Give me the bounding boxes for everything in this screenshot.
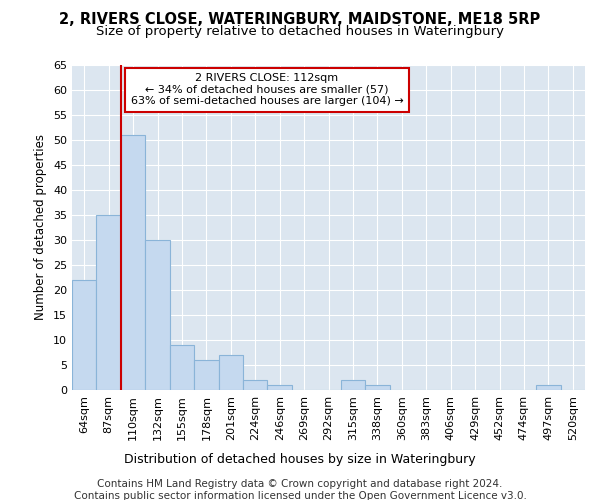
Bar <box>170 345 194 390</box>
Bar <box>121 135 145 390</box>
Bar <box>243 380 268 390</box>
Text: Contains HM Land Registry data © Crown copyright and database right 2024.: Contains HM Land Registry data © Crown c… <box>97 479 503 489</box>
Bar <box>341 380 365 390</box>
Bar <box>268 385 292 390</box>
Bar <box>194 360 218 390</box>
Bar <box>218 355 243 390</box>
Bar <box>97 215 121 390</box>
Bar <box>145 240 170 390</box>
Text: Size of property relative to detached houses in Wateringbury: Size of property relative to detached ho… <box>96 25 504 38</box>
Bar <box>365 385 389 390</box>
Y-axis label: Number of detached properties: Number of detached properties <box>34 134 47 320</box>
Text: Distribution of detached houses by size in Wateringbury: Distribution of detached houses by size … <box>124 452 476 466</box>
Bar <box>536 385 560 390</box>
Text: 2, RIVERS CLOSE, WATERINGBURY, MAIDSTONE, ME18 5RP: 2, RIVERS CLOSE, WATERINGBURY, MAIDSTONE… <box>59 12 541 28</box>
Text: 2 RIVERS CLOSE: 112sqm
← 34% of detached houses are smaller (57)
63% of semi-det: 2 RIVERS CLOSE: 112sqm ← 34% of detached… <box>131 73 403 106</box>
Text: Contains public sector information licensed under the Open Government Licence v3: Contains public sector information licen… <box>74 491 526 500</box>
Bar <box>72 280 97 390</box>
